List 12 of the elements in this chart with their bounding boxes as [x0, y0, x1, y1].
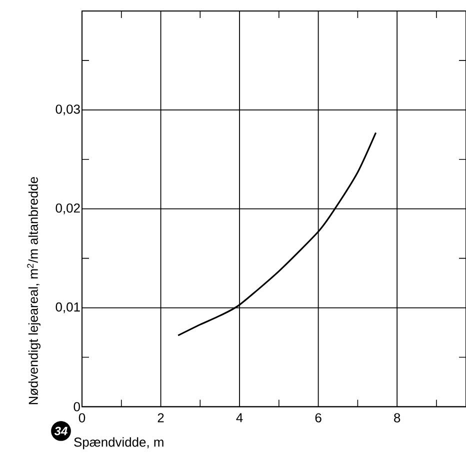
x-axis-title: Spændvidde, m — [74, 437, 164, 450]
text: 34 — [54, 426, 68, 436]
x-tick-label: 6 — [315, 413, 322, 422]
y-tick-label: 0 — [74, 402, 80, 412]
x-tick-label: 4 — [236, 413, 243, 422]
x-tick-label: 2 — [158, 413, 164, 422]
y-tick-label: 0,02 — [56, 203, 80, 214]
x-tick-label: 8 — [394, 413, 400, 422]
y-axis-title: Nødvendigt lejeareal, m$^{2}$/m altanbredde — [27, 177, 40, 404]
line-series — [177, 132, 377, 336]
y-tick-label: 0,03 — [56, 104, 80, 116]
y-tick-label: 0,01 — [56, 302, 80, 314]
